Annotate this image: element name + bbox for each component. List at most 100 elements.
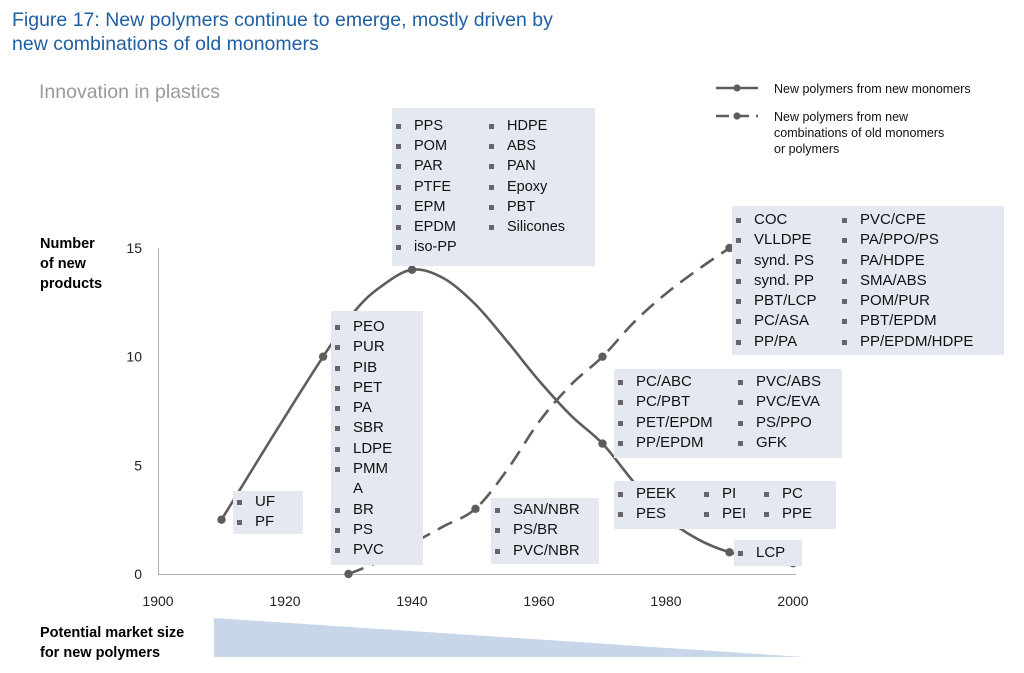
early-polymers-list-cont: BR PS PVC <box>331 500 384 561</box>
list-item: PES <box>614 504 700 524</box>
series-combinations-line <box>348 246 731 576</box>
x-tick-label: 1900 <box>142 593 173 609</box>
list-item: ABS <box>485 136 565 156</box>
peek-col2-list: PI PEI <box>700 484 760 525</box>
list-item: SAN/NBR <box>491 500 580 520</box>
list-item: PVC <box>331 540 384 560</box>
early-polymers-list: PEO PUR PIB PET PA SBR LDPE PMM <box>331 317 392 479</box>
uf-pf-box: UF PF <box>233 491 303 534</box>
list-item: LDPE <box>331 439 392 459</box>
list-item: PS/BR <box>491 520 580 540</box>
lcp-list: LCP <box>734 543 785 563</box>
list-item: PBT/EPDM <box>838 311 973 331</box>
x-tick-label: 1960 <box>523 593 554 609</box>
list-item: POM <box>392 136 485 156</box>
list-item: PAN <box>485 156 565 176</box>
san-box: SAN/NBR PS/BR PVC/NBR <box>491 498 599 564</box>
list-item: SMA/ABS <box>838 271 973 291</box>
list-item: PTFE <box>392 177 485 197</box>
lcp-box: LCP <box>734 540 802 566</box>
peek-col3-list: PC PPE <box>760 484 812 525</box>
y-tick-label: 15 <box>126 240 142 256</box>
list-item: PVC/NBR <box>491 541 580 561</box>
blends-left-list: PC/ABC PC/PBT PET/EPDM PP/EPDM <box>614 372 734 453</box>
market-size-wedge <box>214 618 804 657</box>
list-item: iso-PP <box>392 237 485 257</box>
list-item: Silicones <box>485 217 565 237</box>
x-ticks: 1900 1920 1940 1960 1980 2000 <box>142 593 808 609</box>
list-item: PBT <box>485 197 565 217</box>
list-item: EPM <box>392 197 485 217</box>
chart-title: Innovation in plastics <box>39 81 220 103</box>
uf-pf-list: UF PF <box>233 492 275 533</box>
blends-box: PC/ABC PC/PBT PET/EPDM PP/EPDM PVC/ABS P… <box>614 369 842 458</box>
peak-left-list: PPS POM PAR PTFE EPM EPDM iso-PP <box>392 116 485 257</box>
new-monomers-point <box>407 265 417 274</box>
combinations-point <box>344 569 353 579</box>
list-item: PUR <box>331 337 392 357</box>
x-tick-label: 1980 <box>650 593 681 609</box>
new-monomers-point <box>217 515 226 524</box>
list-item: HDPE <box>485 116 565 136</box>
combinations-point <box>598 352 607 361</box>
market-size-label: Potential market size for new polymers <box>40 625 184 661</box>
list-item: PI <box>700 484 760 504</box>
x-tick-label: 1940 <box>396 593 427 609</box>
blends-right-list: PVC/ABS PVC/EVA PS/PPO GFK <box>734 372 821 453</box>
y-tick-label: 0 <box>134 566 142 582</box>
x-tick-label: 2000 <box>777 593 808 609</box>
list-item: PA/HDPE <box>838 251 973 271</box>
list-item: PIB <box>331 358 392 378</box>
list-item: PBT/LCP <box>732 291 838 311</box>
legend-dashed-marker <box>733 112 741 120</box>
peek-box: PEEK PES PI PEI PC PPE <box>614 481 836 529</box>
y-axis-label: Number of new products <box>40 236 102 292</box>
peak-box: PPS POM PAR PTFE EPM EPDM iso-PP HDPE AB… <box>392 108 595 266</box>
list-item: PPE <box>760 504 812 524</box>
list-item: Epoxy <box>485 177 565 197</box>
list-item: PA/PPO/PS <box>838 230 973 250</box>
list-item: PC/PBT <box>614 392 734 412</box>
list-item: LCP <box>734 543 785 563</box>
legend-dashed-label: New polymers from new combinations of old… <box>774 110 944 156</box>
list-item: PPS <box>392 116 485 136</box>
list-item: PMM <box>331 459 392 479</box>
list-item: PS/PPO <box>734 413 821 433</box>
legend: New polymers from new monomers New polym… <box>716 82 971 156</box>
combinations-point <box>471 504 480 513</box>
list-item: PVC/CPE <box>838 210 973 230</box>
list-item: PEI <box>700 504 760 524</box>
list-item: PP/EPDM <box>614 433 734 453</box>
list-item: PF <box>233 512 275 532</box>
late-right-list: PVC/CPE PA/PPO/PS PA/HDPE SMA/ABS POM/PU… <box>838 210 973 352</box>
list-item: PVC/EVA <box>734 392 821 412</box>
list-item: BR <box>331 500 384 520</box>
list-item: SBR <box>331 418 392 438</box>
list-item: PET <box>331 378 392 398</box>
combinations-point <box>725 243 734 253</box>
list-item: PC/ASA <box>732 311 838 331</box>
list-item: UF <box>233 492 275 512</box>
san-list: SAN/NBR PS/BR PVC/NBR <box>491 500 580 561</box>
x-tick-label: 1920 <box>269 593 300 609</box>
axes <box>158 248 796 575</box>
legend-solid-label: New polymers from new monomers <box>774 82 971 96</box>
list-item: EPDM <box>392 217 485 237</box>
wrapped-text: A <box>353 480 364 498</box>
list-item: COC <box>732 210 838 230</box>
list-item: GFK <box>734 433 821 453</box>
new-monomers-point <box>725 548 734 557</box>
late-box: COC VLLDPE synd. PS synd. PP PBT/LCP PC/… <box>732 206 1004 355</box>
list-item: synd. PS <box>732 251 838 271</box>
list-item: PAR <box>392 156 485 176</box>
list-item: PEO <box>331 317 392 337</box>
list-item: PET/EPDM <box>614 413 734 433</box>
new-monomers-point <box>318 352 328 361</box>
peak-right-list: HDPE ABS PAN Epoxy PBT Silicones <box>485 116 565 237</box>
list-item: VLLDPE <box>732 230 838 250</box>
list-item: PVC/ABS <box>734 372 821 392</box>
y-ticks: 0 5 10 15 <box>126 240 142 582</box>
list-item: PS <box>331 520 384 540</box>
peek-col1-list: PEEK PES <box>614 484 700 525</box>
list-item: PP/EPDM/HDPE <box>838 332 973 352</box>
